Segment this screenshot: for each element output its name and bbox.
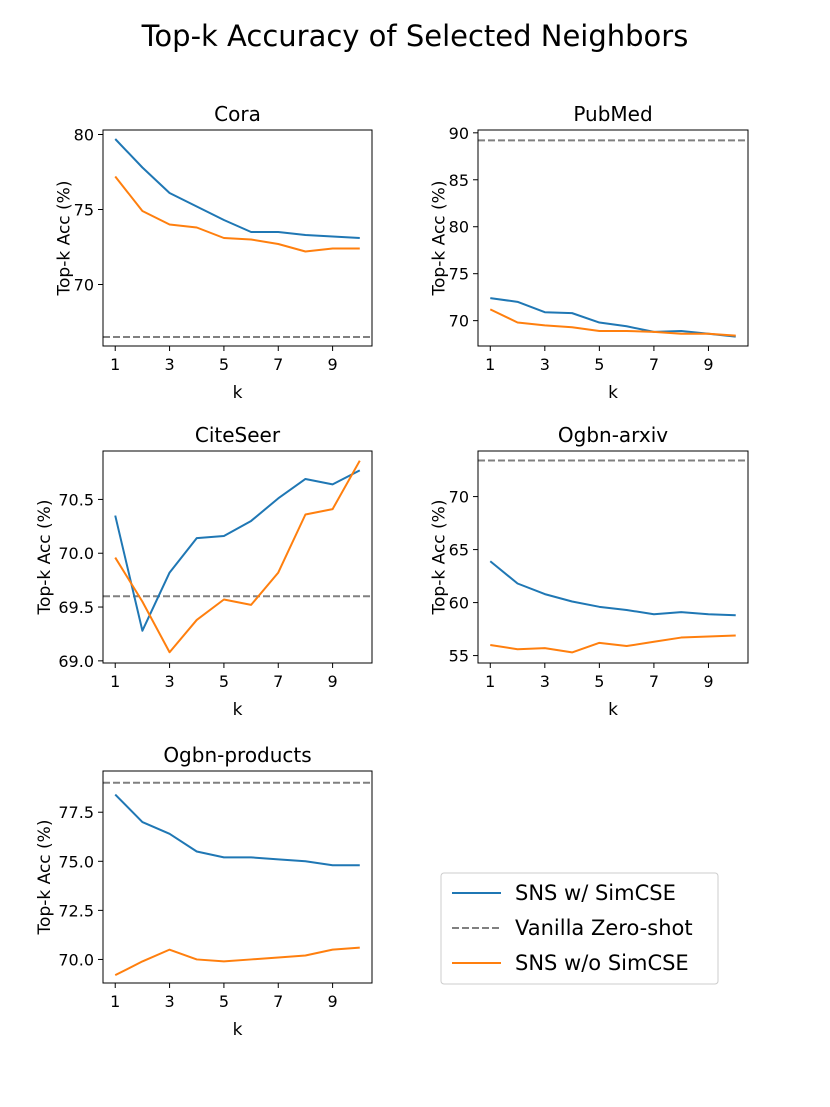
- citeseer-xtick-label: 7: [273, 672, 283, 691]
- citeseer-ytick-label: 69.5: [58, 598, 94, 617]
- ogbn-arxiv-ylabel: Top-k Acc (%): [429, 500, 449, 616]
- ogbn-arxiv-ytick-label: 55: [449, 647, 469, 666]
- citeseer-ytick-label: 70.5: [58, 490, 94, 509]
- cora-ytick-label: 75: [74, 201, 94, 220]
- citeseer-xtick-label: 1: [110, 672, 120, 691]
- cora-axes-frame: [102, 129, 373, 347]
- pubmed-line-sns-w-simcse: [490, 297, 736, 338]
- citeseer-ylabel: Top-k Acc (%): [35, 500, 55, 616]
- pubmed-ytick-label: 85: [449, 171, 469, 190]
- cora-title: Cora: [214, 102, 261, 126]
- ogbn-arxiv-axes-frame: [477, 450, 749, 664]
- cora-xtick-label: 7: [273, 355, 283, 374]
- cora-xlabel: k: [233, 383, 243, 403]
- ogbn-arxiv-ytick-label: 60: [449, 594, 469, 613]
- subplot-pubmed: PubMed 1 3 5 7 9 70 75 80 85 90 k Top-k Acc (%): [429, 102, 749, 403]
- ogbn-products-xlabel: k: [233, 1020, 243, 1040]
- legend-label-sns-with-simcse: SNS w/ SimCSE: [515, 881, 676, 905]
- ogbn-products-ytick-label: 75.0: [58, 852, 94, 871]
- ogbn-products-title: Ogbn-products: [163, 743, 311, 767]
- legend: SNS w/ SimCSE Vanilla Zero-shot SNS w/o …: [440, 872, 719, 985]
- citeseer-title: CiteSeer: [195, 423, 281, 447]
- cora-ylabel: Top-k Acc (%): [54, 181, 74, 297]
- ogbn-arxiv-xtick-label: 5: [594, 672, 604, 691]
- cora-xtick-label: 1: [110, 355, 120, 374]
- cora-xtick-label: 9: [328, 355, 338, 374]
- ogbn-products-axes-frame: [102, 770, 373, 984]
- ogbn-products-ylabel: Top-k Acc (%): [35, 820, 55, 936]
- ogbn-products-xtick-label: 3: [164, 992, 174, 1011]
- pubmed-xtick-label: 1: [485, 355, 495, 374]
- ogbn-arxiv-xlabel: k: [608, 700, 618, 720]
- subplot-ogbn-products: Ogbn-products 1 3 5 7 9 70.0 72.5 75.0 77.5 k Top-k…: [35, 743, 373, 1040]
- ogbn-arxiv-line-sns-w-simcse: [489, 560, 736, 617]
- ogbn-arxiv-line-sns-w-o-simcse: [490, 634, 736, 654]
- citeseer-xtick-label: 9: [328, 672, 338, 691]
- ogbn-products-xtick-label: 7: [273, 992, 283, 1011]
- cora-line-sns-w-o-simcse: [114, 175, 360, 253]
- citeseer-ytick-label: 69.0: [58, 652, 94, 671]
- pubmed-xtick-label: 9: [703, 355, 713, 374]
- ogbn-products-ytick-label: 77.5: [58, 803, 94, 822]
- ogbn-arxiv-xtick-label: 1: [485, 672, 495, 691]
- pubmed-xlabel: k: [608, 383, 618, 403]
- pubmed-title: PubMed: [573, 102, 652, 126]
- legend-label-sns-without-simcse: SNS w/o SimCSE: [515, 951, 689, 975]
- ogbn-arxiv-xtick-label: 9: [703, 672, 713, 691]
- pubmed-xtick-label: 5: [594, 355, 604, 374]
- figure-suptitle: Top-k Accuracy of Selected Neighbors: [141, 19, 689, 53]
- cora-xtick-label: 3: [164, 355, 174, 374]
- subplot-citeseer: CiteSeer 1 3 5 7 9 69.0 69.5 70.0 70.5 k Top-k Acc …: [35, 423, 373, 720]
- pubmed-ytick-label: 70: [449, 312, 469, 331]
- citeseer-line-sns-w-simcse: [114, 469, 361, 632]
- citeseer-xtick-label: 5: [219, 672, 229, 691]
- citeseer-ytick-label: 70.0: [58, 544, 94, 563]
- ogbn-products-xtick-label: 9: [328, 992, 338, 1011]
- ogbn-arxiv-ytick-label: 70: [449, 488, 469, 507]
- citeseer-axes-frame: [102, 450, 373, 664]
- ogbn-products-xtick-label: 5: [219, 992, 229, 1011]
- pubmed-xtick-label: 7: [649, 355, 659, 374]
- legend-frame: [440, 872, 719, 985]
- pubmed-xtick-label: 3: [540, 355, 550, 374]
- cora-xtick-label: 5: [219, 355, 229, 374]
- ogbn-arxiv-title: Ogbn-arxiv: [558, 423, 668, 447]
- citeseer-xtick-label: 3: [164, 672, 174, 691]
- cora-line-sns-w-simcse: [114, 138, 360, 239]
- cora-ytick-label: 80: [74, 126, 94, 145]
- ogbn-products-xtick-label: 1: [110, 992, 120, 1011]
- subplot-cora: Cora 1 3 5 7 9 70 75 80 k Top-k Acc (%): [54, 102, 373, 403]
- ogbn-arxiv-ytick-label: 65: [449, 541, 469, 560]
- ogbn-products-ytick-label: 70.0: [58, 950, 94, 969]
- pubmed-ylabel: Top-k Acc (%): [429, 181, 449, 297]
- ogbn-arxiv-xtick-label: 7: [649, 672, 659, 691]
- ogbn-products-ytick-label: 72.5: [58, 901, 94, 920]
- pubmed-ytick-label: 75: [449, 265, 469, 284]
- pubmed-axes-frame: [477, 129, 749, 347]
- ogbn-products-line-sns-w-simcse: [114, 793, 360, 867]
- pubmed-line-sns-w-o-simcse: [489, 308, 736, 337]
- pubmed-ytick-label: 80: [449, 218, 469, 237]
- citeseer-xlabel: k: [233, 700, 243, 720]
- legend-label-vanilla-zero-shot: Vanilla Zero-shot: [515, 916, 693, 940]
- cora-ytick-label: 70: [74, 276, 94, 295]
- subplot-ogbn-arxiv: Ogbn-arxiv 1 3 5 7 9 55 60 65 70 k Top-k Acc (%): [429, 423, 749, 720]
- ogbn-products-line-sns-w-o-simcse: [114, 946, 360, 977]
- pubmed-ytick-label: 90: [449, 124, 469, 143]
- ogbn-arxiv-xtick-label: 3: [540, 672, 550, 691]
- citeseer-line-sns-w-o-simcse: [114, 460, 361, 654]
